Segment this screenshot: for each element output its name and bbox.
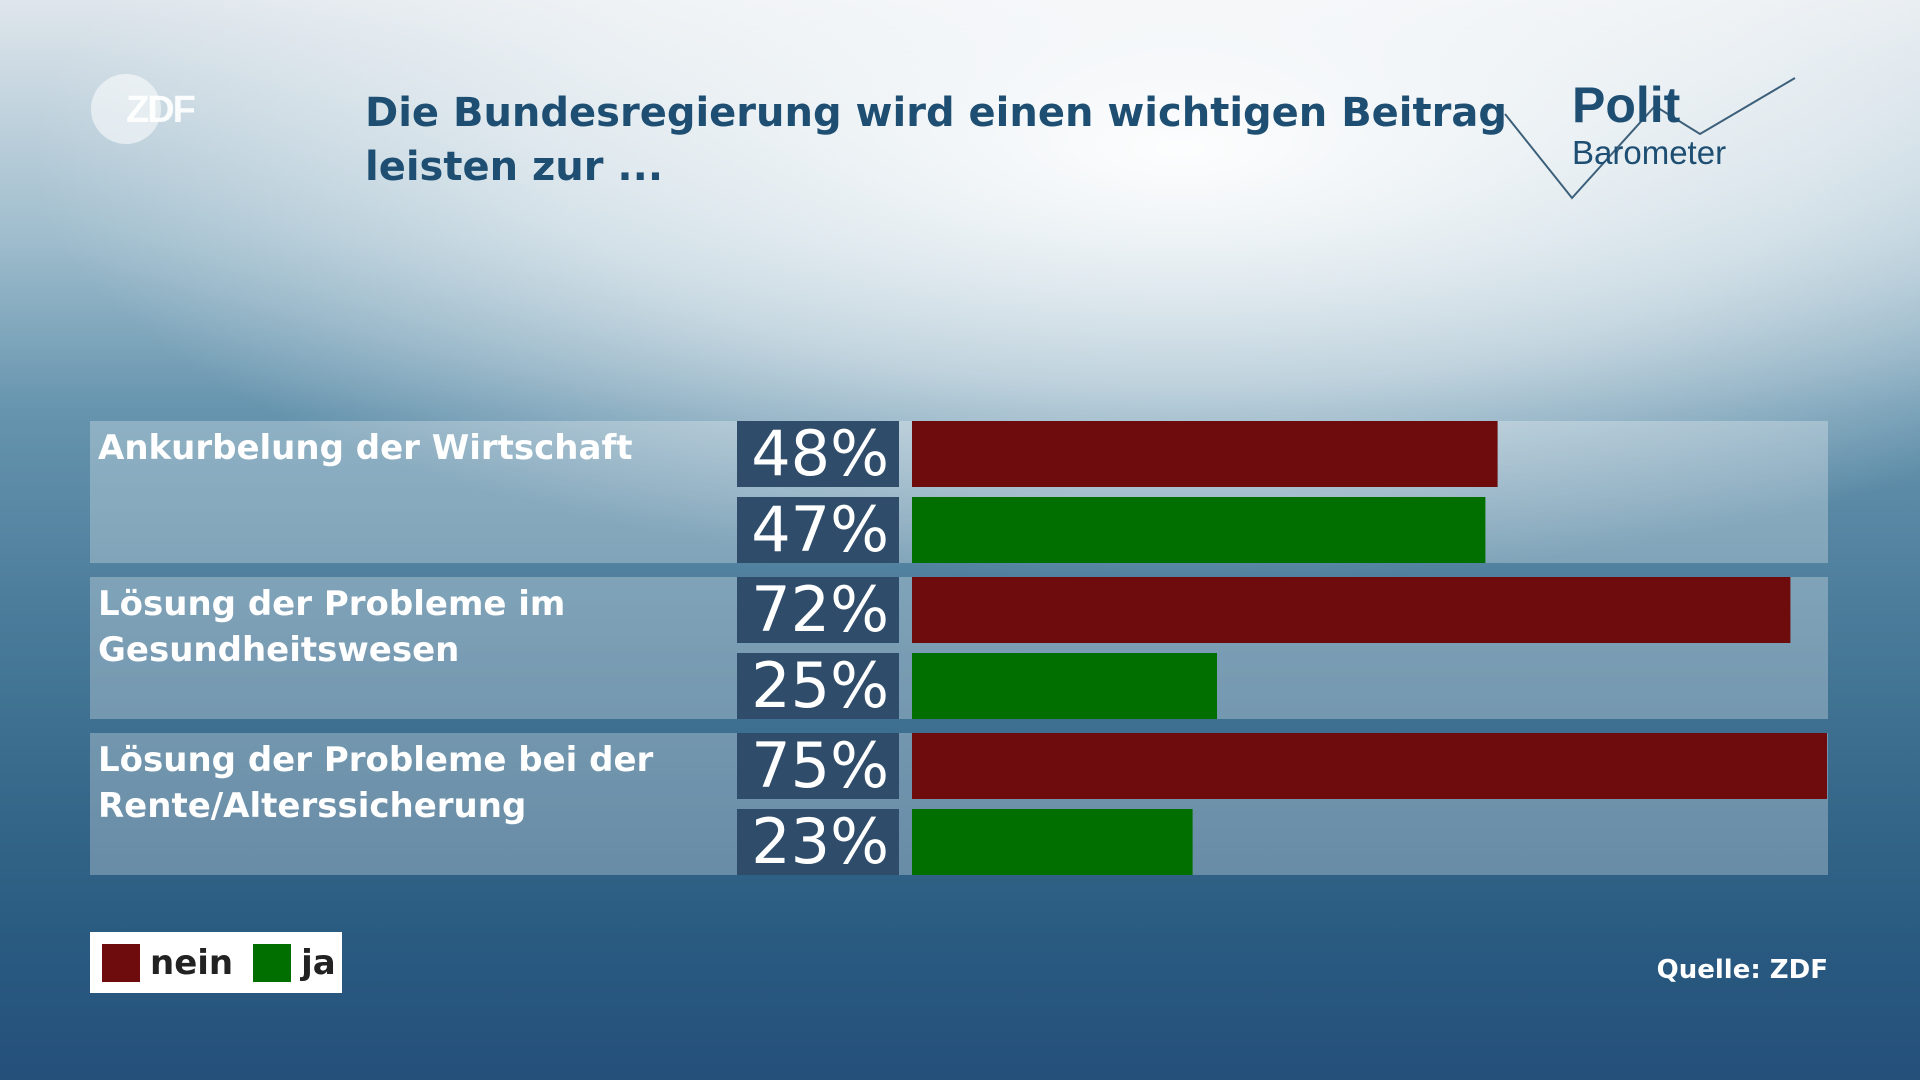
politbarometer-zigzag-line (1504, 77, 1796, 200)
value-label-ja: 23% (751, 805, 889, 878)
value-box (737, 421, 899, 487)
politbarometer-logo-line1: Polit (1572, 77, 1681, 133)
legend-item-ja: ja (253, 943, 336, 983)
legend-label-ja: ja (301, 942, 336, 983)
legend: nein ja (90, 932, 342, 993)
category-label: Ankurbelung der Wirtschaft (98, 428, 633, 468)
legend-label-nein: nein (150, 942, 234, 983)
zdf-logo: ZDF (91, 74, 197, 144)
category-label-line: Rente/Alterssicherung (98, 786, 526, 826)
value-label-ja: 25% (751, 649, 889, 722)
value-box (737, 809, 899, 875)
bar-ja (912, 653, 1217, 719)
value-label-nein: 72% (751, 573, 889, 646)
politbarometer-logo: Polit Barometer (1504, 77, 1796, 200)
value-label-ja: 47% (751, 493, 889, 566)
bar-nein (912, 577, 1791, 643)
value-box (737, 577, 899, 643)
category-label-line: Gesundheitswesen (98, 630, 459, 670)
source-note: Quelle: ZDF (1656, 955, 1828, 985)
bar-nein (912, 733, 1827, 799)
value-label-nein: 75% (751, 729, 889, 802)
legend-swatch-nein (102, 943, 140, 982)
category-label-line: Ankurbelung der Wirtschaft (98, 428, 633, 468)
bar-ja (912, 809, 1193, 875)
legend-swatch-ja (253, 943, 292, 982)
category-label-line: Lösung der Probleme bei der (98, 740, 654, 780)
legend-item-nein: nein (102, 943, 233, 983)
value-box (737, 653, 899, 719)
bar-ja (912, 497, 1486, 563)
value-box (737, 733, 899, 799)
value-box (737, 497, 899, 563)
chart-title: Die Bundesregierung wird einen wichtigen… (365, 90, 1507, 190)
value-label-nein: 48% (751, 417, 889, 490)
zdf-logo-circle (91, 74, 161, 144)
category-label-line: Lösung der Probleme im (98, 584, 565, 624)
bar-nein (912, 421, 1498, 487)
category-label: Lösung der Probleme bei der Rente/Alterss… (98, 740, 654, 826)
zdf-logo-text: ZDF (126, 89, 195, 131)
politbarometer-logo-line2: Barometer (1572, 134, 1726, 171)
category-label: Lösung der Probleme im Gesundheitswesen (98, 584, 565, 670)
